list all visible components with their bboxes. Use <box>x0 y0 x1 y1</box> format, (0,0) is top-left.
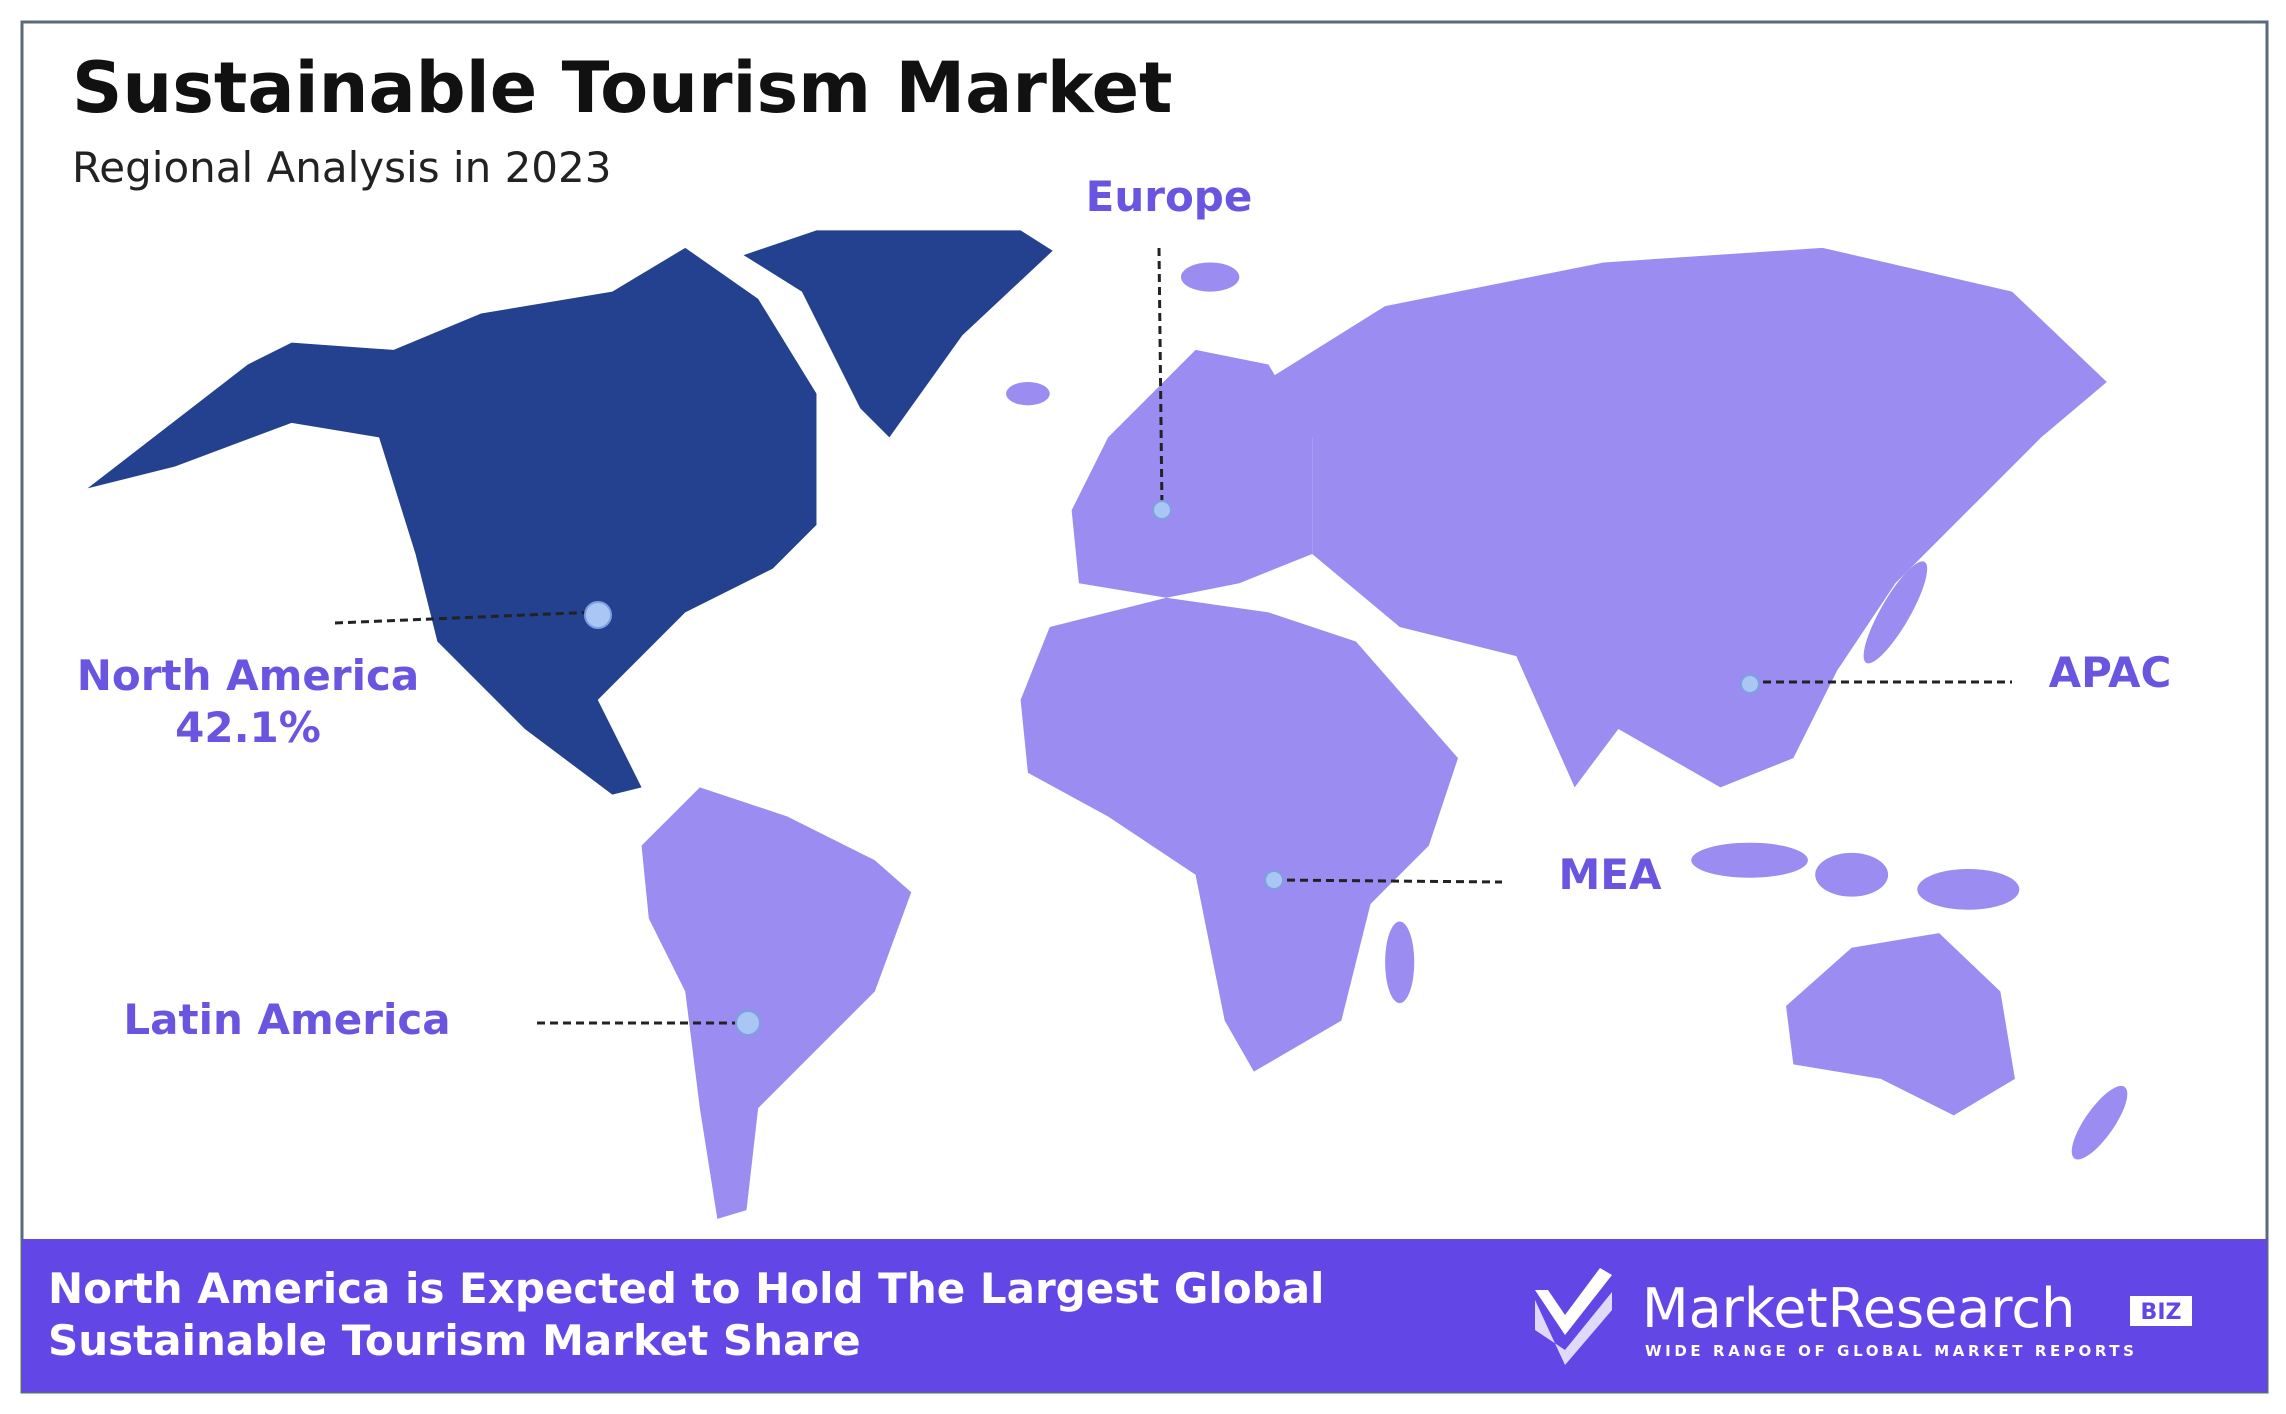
subtitle: Regional Analysis in 2023 <box>72 143 611 192</box>
marker <box>1740 674 1760 694</box>
south-america-shape <box>641 787 912 1219</box>
leader-line <box>1157 247 1164 511</box>
island-shape <box>1180 262 1240 292</box>
footer-bar <box>22 1239 2267 1392</box>
logo-icon <box>1535 1268 1612 1335</box>
japan-shape <box>1863 561 1928 664</box>
north-america-shape <box>87 247 817 795</box>
logo-name: MarketResearch <box>1642 1277 2075 1340</box>
world-map <box>87 230 2128 1219</box>
island-shape <box>1815 852 1889 897</box>
greenland-shape <box>743 230 1053 438</box>
iceland-shape <box>1006 381 1050 406</box>
region-share: 42.1% <box>175 703 321 752</box>
new-zealand-shape <box>2071 1085 2128 1160</box>
region-label: Latin America <box>123 995 450 1044</box>
region-label: Europe <box>1086 172 1253 221</box>
logo: MarketResearch BIZ WIDE RANGE OF GLOBAL … <box>1535 1268 2192 1365</box>
africa-shape <box>1020 597 1458 1072</box>
logo-tagline: WIDE RANGE OF GLOBAL MARKET REPORTS <box>1645 1342 2138 1360</box>
marker <box>1264 870 1284 890</box>
marker <box>735 1010 761 1036</box>
leader-line <box>334 610 599 625</box>
australia-shape <box>1786 933 2015 1116</box>
region-label: North America <box>77 651 419 700</box>
madagascar-shape <box>1385 921 1415 1004</box>
logo-badge: BIZ <box>2141 1300 2182 1325</box>
europe-shape <box>1071 349 1313 598</box>
marker <box>1152 500 1172 520</box>
footer-text: North America is Expected to Hold The La… <box>48 1264 1324 1313</box>
island-shape <box>1917 868 2020 910</box>
island-shape <box>1691 842 1808 878</box>
title: Sustainable Tourism Market <box>72 47 1173 129</box>
logo-icon <box>1535 1292 1612 1365</box>
marker <box>584 601 612 629</box>
logo-badge-box <box>2130 1296 2192 1326</box>
footer-text: Sustainable Tourism Market Share <box>48 1316 861 1365</box>
asia-shape <box>1268 247 2107 788</box>
region-label: APAC <box>2049 648 2172 697</box>
region-label: MEA <box>1559 850 1662 899</box>
